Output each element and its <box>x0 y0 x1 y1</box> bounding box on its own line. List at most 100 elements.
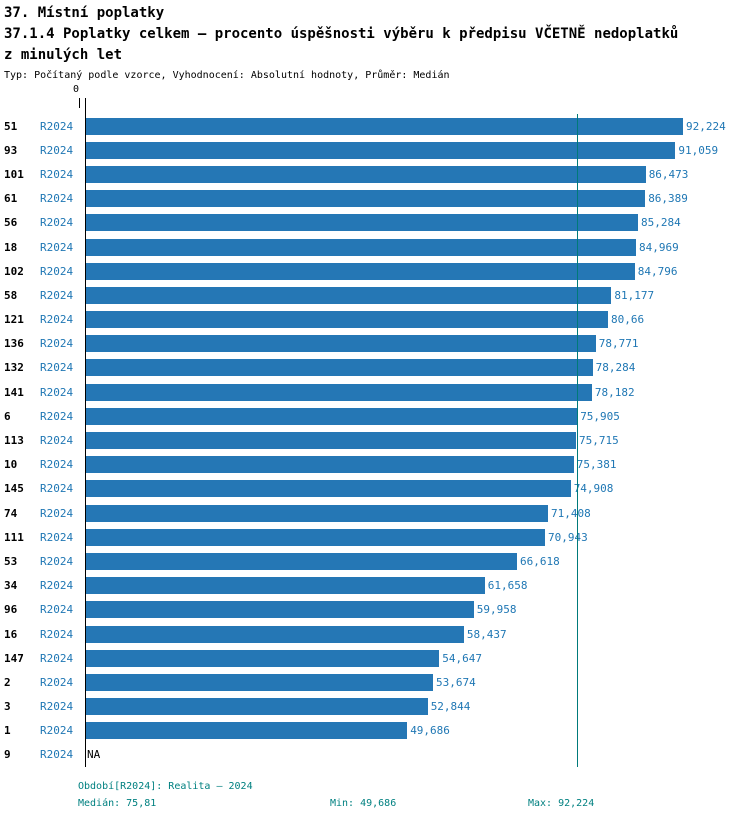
chart-row: 101 R2024 86,473 <box>0 162 750 186</box>
row-period-label: R2024 <box>40 675 74 689</box>
bar <box>85 552 517 570</box>
bar-track: 54,647 <box>85 646 750 670</box>
row-period-label: R2024 <box>40 554 74 568</box>
row-period-label: R2024 <box>40 385 74 399</box>
bar <box>85 528 545 546</box>
row-id-label: 61 <box>4 192 18 206</box>
bar <box>85 335 596 353</box>
bar-value-label: 71,408 <box>551 506 591 520</box>
bar-track: 78,284 <box>85 356 750 380</box>
bar-track: 53,674 <box>85 670 750 694</box>
bar <box>85 504 548 522</box>
row-id-label: 111 <box>4 530 24 544</box>
row-period-label: R2024 <box>40 530 74 544</box>
bar <box>85 601 474 619</box>
bar <box>85 673 433 691</box>
chart-row: 53 R2024 66,618 <box>0 549 750 573</box>
chart-row: 1 R2024 49,686 <box>0 719 750 743</box>
report-subtitle: Typ: Počítaný podle vzorce, Vyhodnocení:… <box>4 70 450 81</box>
bar <box>85 214 638 232</box>
row-period-label: R2024 <box>40 627 74 641</box>
chart-row: 132 R2024 78,284 <box>0 356 750 380</box>
row-id-label: 3 <box>4 700 11 714</box>
bar-track: 75,381 <box>85 453 750 477</box>
row-period-label: R2024 <box>40 651 74 665</box>
chart-row: 51 R2024 92,224 <box>0 114 750 138</box>
x-axis-tick <box>79 98 80 108</box>
row-period-label: R2024 <box>40 748 74 762</box>
row-period-label: R2024 <box>40 700 74 714</box>
bar-track: 86,473 <box>85 162 750 186</box>
row-period-label: R2024 <box>40 192 74 206</box>
chart-row: 96 R2024 59,958 <box>0 598 750 622</box>
chart-row: 34 R2024 61,658 <box>0 574 750 598</box>
row-id-label: 51 <box>4 119 18 133</box>
bar-value-label: 74,908 <box>573 482 614 496</box>
x-axis-zero-label: 0 <box>73 84 80 95</box>
chart-row: 10 R2024 75,381 <box>0 453 750 477</box>
bar-na-label: NA <box>87 748 101 762</box>
row-period-label: R2024 <box>40 458 74 472</box>
bar-value-label: 86,389 <box>648 192 688 206</box>
row-period-label: R2024 <box>40 409 74 423</box>
row-id-label: 101 <box>4 167 24 181</box>
row-id-label: 74 <box>4 506 18 520</box>
chart-row: 18 R2024 84,969 <box>0 235 750 259</box>
bar <box>85 432 576 450</box>
bar <box>85 238 636 256</box>
bar-track: 84,969 <box>85 235 750 259</box>
row-period-label: R2024 <box>40 264 74 278</box>
bar-track: 78,182 <box>85 380 750 404</box>
row-period-label: R2024 <box>40 288 74 302</box>
y-axis-line <box>85 98 86 768</box>
bar-value-label: 70,943 <box>548 530 588 544</box>
bar-value-label: 92,224 <box>686 119 726 133</box>
bar-track: 52,844 <box>85 695 750 719</box>
bar-chart: 0 51 R2024 92,224 93 R2024 91,059 101 R2024 86,4… <box>0 84 750 768</box>
bar-track: 61,658 <box>85 574 750 598</box>
bar <box>85 165 646 183</box>
report-footer: Období[R2024]: Realita – 2024 Medián: 75… <box>0 779 750 823</box>
row-id-label: 132 <box>4 361 24 375</box>
bar-value-label: 78,771 <box>598 337 639 351</box>
chart-row: 9 R2024 NA <box>0 743 750 767</box>
row-id-label: 58 <box>4 288 18 302</box>
bar-value-label: 84,969 <box>639 240 679 254</box>
bar-value-label: 52,844 <box>430 700 471 714</box>
chart-row: 141 R2024 78,182 <box>0 380 750 404</box>
row-period-label: R2024 <box>40 240 74 254</box>
row-id-label: 2 <box>4 675 11 689</box>
row-id-label: 113 <box>4 434 24 448</box>
chart-row: 56 R2024 85,284 <box>0 211 750 235</box>
bar-track: 86,389 <box>85 187 750 211</box>
chart-row: 6 R2024 75,905 <box>0 404 750 428</box>
footer-max-label: Max: 92,224 <box>528 798 595 810</box>
bar <box>85 456 574 474</box>
footer-median-label: Medián: 75,81 <box>78 798 157 810</box>
median-line <box>576 114 578 768</box>
chart-row: 16 R2024 58,437 <box>0 622 750 646</box>
bar-track: 49,686 <box>85 719 750 743</box>
chart-row: 2 R2024 53,674 <box>0 670 750 694</box>
bar-track: NA <box>85 743 750 767</box>
row-period-label: R2024 <box>40 313 74 327</box>
bar-value-label: 58,437 <box>466 627 507 641</box>
plot-area: 51 R2024 92,224 93 R2024 91,059 101 R2024 86,473… <box>0 98 750 768</box>
bar-value-label: 61,658 <box>487 579 528 593</box>
footer-min-label: Min: 49,686 <box>330 798 397 810</box>
bar-track: 58,437 <box>85 622 750 646</box>
bar-value-label: 84,796 <box>637 264 678 278</box>
bar-track: 85,284 <box>85 211 750 235</box>
bar-value-label: 86,473 <box>648 167 689 181</box>
row-period-label: R2024 <box>40 482 74 496</box>
row-period-label: R2024 <box>40 603 74 617</box>
row-period-label: R2024 <box>40 337 74 351</box>
bar <box>85 625 464 643</box>
bar-value-label: 81,177 <box>614 288 655 302</box>
bar-value-label: 78,182 <box>594 385 635 399</box>
bar-track: 81,177 <box>85 283 750 307</box>
bar-track: 75,715 <box>85 428 750 452</box>
bar-track: 66,618 <box>85 549 750 573</box>
bar <box>85 698 428 716</box>
bar-value-label: 75,905 <box>580 409 620 423</box>
